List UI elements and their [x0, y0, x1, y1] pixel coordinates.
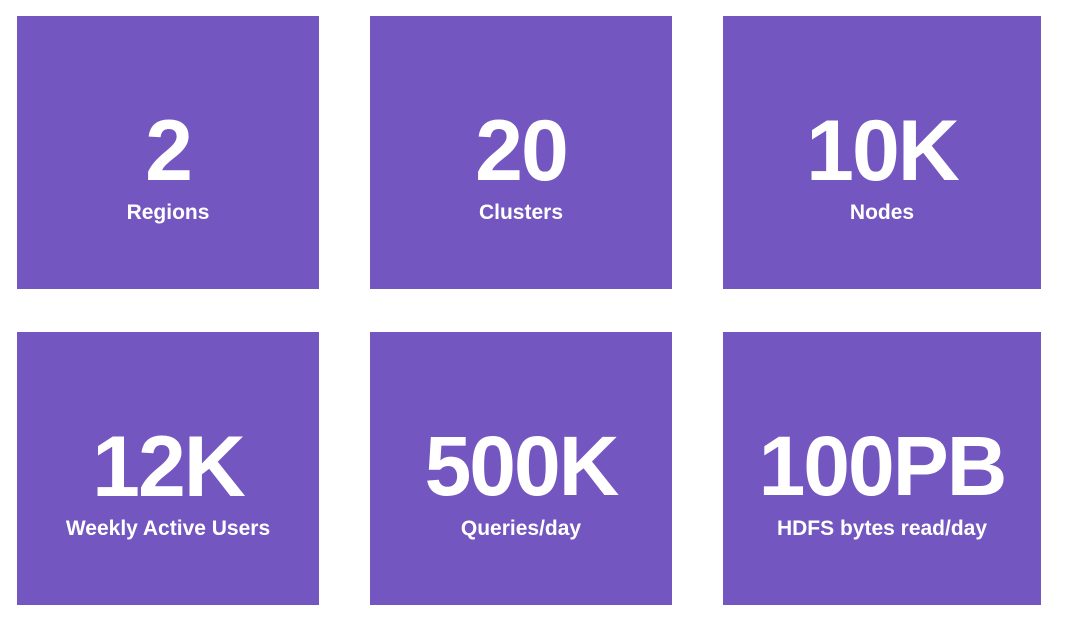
stat-label: Queries/day: [460, 517, 582, 540]
stat-label: Weekly Active Users: [65, 517, 271, 540]
stat-value: 2: [145, 103, 193, 199]
stat-label: HDFS bytes read/day: [776, 517, 988, 540]
stat-label: Regions: [126, 201, 210, 224]
stat-value: 20: [475, 103, 569, 199]
stat-label: Clusters: [478, 201, 564, 224]
stat-tile-queries-per-day: 500K Queries/day: [370, 332, 672, 605]
stat-value: 500K: [424, 419, 620, 513]
stat-value: 100PB: [758, 419, 1008, 513]
stat-tile-hdfs-bytes-read: 100PB HDFS bytes read/day: [723, 332, 1041, 605]
stat-tile-regions: 2 Regions: [17, 16, 319, 289]
stat-value: 12K: [92, 419, 246, 515]
stat-tile-weekly-active-users: 12K Weekly Active Users: [17, 332, 319, 605]
stat-label: Nodes: [849, 201, 915, 224]
stat-tile-nodes: 10K Nodes: [723, 16, 1041, 289]
stat-value: 10K: [806, 103, 960, 199]
stat-tile-clusters: 20 Clusters: [370, 16, 672, 289]
